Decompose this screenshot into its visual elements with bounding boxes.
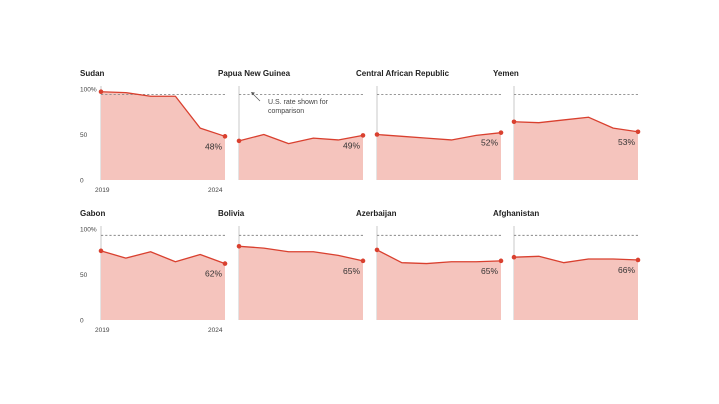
start-point [98,248,104,254]
start-point [98,89,104,95]
annotation-text: comparison [268,108,304,115]
end-value-label: 66% [618,265,635,275]
series-area [101,91,225,180]
panel: Azerbaijan 65% [356,209,504,320]
panel-title: Gabon [80,209,105,218]
panel-title: Afghanistan [493,209,539,218]
y-tick-label: 0 [80,178,84,185]
panel-title: Bolivia [218,209,245,218]
series-line [376,132,502,141]
end-value-label: 52% [481,138,498,148]
series-line [376,249,502,265]
series-line [238,245,364,262]
y-tick-label: 50 [80,132,88,139]
x-tick-label: 2024 [208,327,223,334]
end-point [498,258,504,264]
series-area [377,249,501,320]
end-value-label: 49% [343,140,360,150]
x-tick-label: 2019 [95,327,110,334]
panel: Bolivia 65% [218,209,366,320]
end-point [635,129,641,135]
start-point [511,119,517,125]
panel-title: Sudan [80,69,105,78]
start-point [374,247,380,253]
series-area [239,134,363,180]
end-value-label: 53% [618,137,635,147]
panel: Central African Republic 52% [356,69,504,180]
start-point [374,132,380,137]
end-point [222,134,228,139]
panel-title: Central African Republic [356,69,450,78]
end-point [222,261,228,266]
series-area [514,256,638,320]
panel-title: Yemen [493,69,519,78]
panel: Sudan 0 50 100% 2019 2024 48% [80,69,228,194]
end-value-label: 48% [205,141,222,151]
y-tick-label: 100% [80,227,97,234]
annotation-arrowhead [251,92,255,96]
annotation-arrow [252,93,261,102]
series-area [514,117,638,180]
panel-title: Papua New Guinea [218,69,291,78]
series-line [100,250,226,265]
series-line [513,116,639,133]
series-area [101,250,225,320]
end-point [360,133,366,138]
end-value-label: 65% [481,266,498,276]
y-tick-label: 100% [80,87,97,94]
end-point [360,258,366,264]
start-point [236,243,242,249]
series-area [239,246,363,320]
series-line [100,91,226,137]
y-tick-label: 0 [80,318,84,325]
start-point [236,138,242,144]
panel: Gabon 0 50 100% 2019 2024 62% [80,209,228,334]
series-line [513,255,639,264]
series-line [238,133,364,145]
panel-title: Azerbaijan [356,209,397,218]
start-point [511,254,517,260]
end-point [498,130,504,135]
end-point [635,257,641,263]
annotation-text: U.S. rate shown for [268,99,329,106]
end-value-label: 65% [343,266,360,276]
panel: Papua New Guinea 49% U.S. rate shown for co… [218,69,366,180]
end-value-label: 62% [205,269,222,279]
x-tick-label: 2019 [95,187,110,194]
x-tick-label: 2024 [208,187,223,194]
panel: Afghanistan 66% [493,209,641,320]
panel: Yemen 53% [493,69,641,180]
y-tick-label: 50 [80,272,88,279]
series-area [377,132,501,180]
